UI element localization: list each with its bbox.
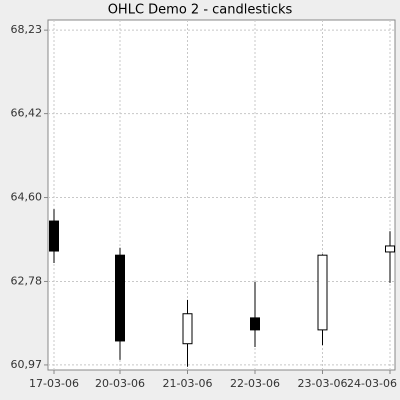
- candle-body: [250, 317, 260, 331]
- x-tick-label: 22-03-06: [230, 377, 280, 390]
- chart-title: OHLC Demo 2 - candlesticks: [108, 3, 293, 18]
- plot-area: [47, 19, 396, 371]
- x-tick-label: 20-03-06: [95, 377, 145, 390]
- candle-body: [115, 254, 125, 342]
- x-tick-label: 23-03-06: [298, 377, 348, 390]
- x-tick-label: 17-03-06: [29, 377, 79, 390]
- candle-body: [317, 254, 328, 331]
- candle-body: [385, 245, 395, 253]
- y-tick-label: 62,78: [11, 274, 43, 287]
- x-tick-label: 21-03-06: [163, 377, 213, 390]
- y-tick-label: 64,60: [11, 191, 43, 204]
- y-tick-label: 68,23: [11, 23, 43, 36]
- candle-body: [182, 313, 193, 345]
- y-tick-label: 66,42: [11, 107, 43, 120]
- candle-body: [49, 220, 59, 252]
- y-tick-label: 60,97: [11, 358, 43, 371]
- x-tick-label: 24-03-06: [347, 377, 397, 390]
